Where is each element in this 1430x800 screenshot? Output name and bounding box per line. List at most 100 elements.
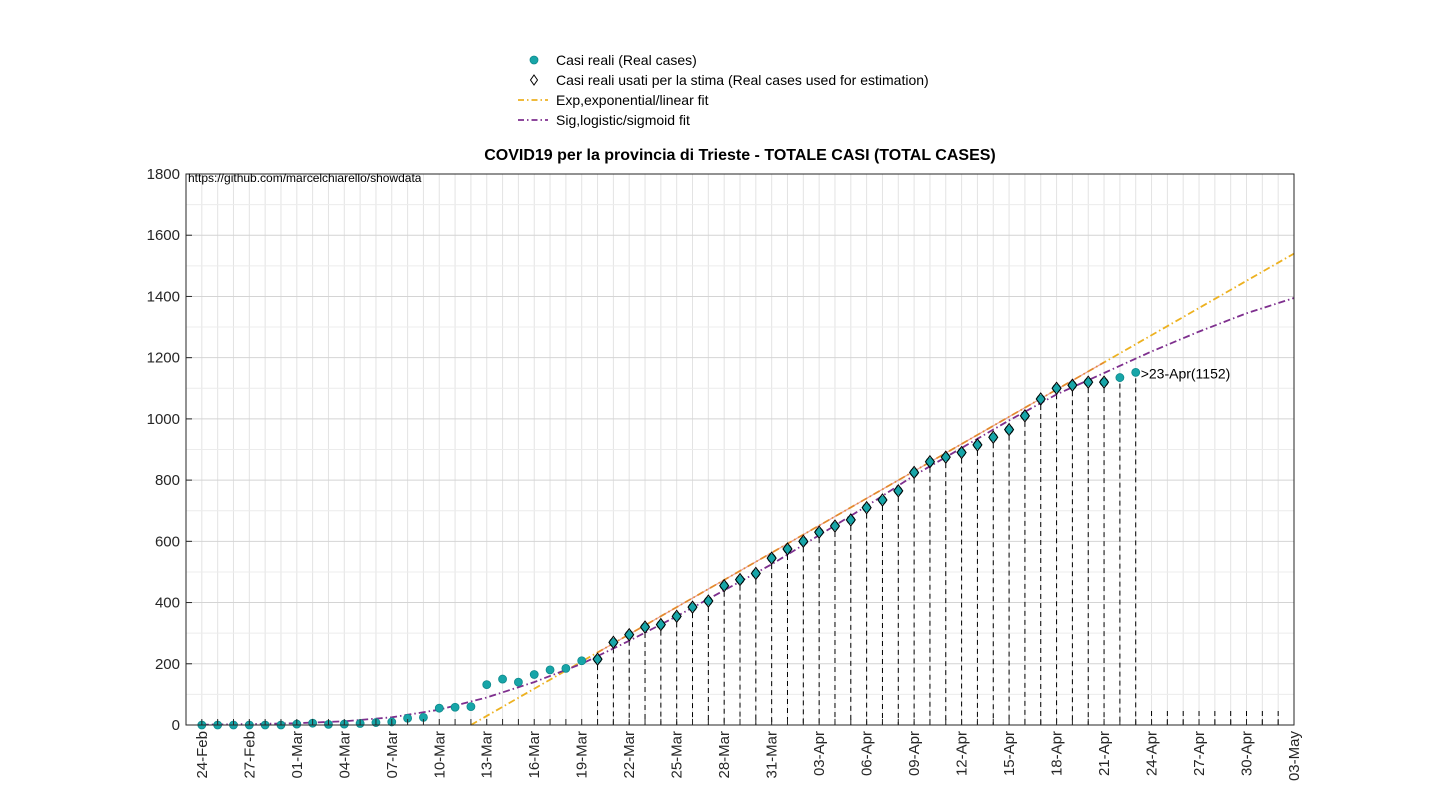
x-tick-label: 06-Apr: [859, 731, 876, 776]
legend-item-real-cases: Casi reali (Real cases): [512, 50, 929, 70]
x-tick-label: 27-Apr: [1191, 731, 1208, 776]
real-case-point: [514, 677, 523, 687]
real-case-point: [498, 674, 507, 684]
y-tick-label: 1400: [147, 288, 180, 305]
watermark-url: https://github.com/marcelchiarello/showd…: [188, 171, 422, 185]
estimation-diamond: [671, 609, 682, 624]
real-case-point: [434, 703, 444, 713]
legend-label: Casi reali usati per la stima (Real case…: [556, 72, 929, 88]
estimation-diamond: [655, 617, 666, 632]
x-tick-label: 10-Mar: [431, 731, 448, 779]
x-tick-label: 09-Apr: [906, 731, 923, 776]
x-tick-label: 24-Feb: [194, 731, 211, 779]
x-tick-label: 04-Mar: [336, 731, 353, 779]
x-tick-label: 15-Apr: [1001, 731, 1018, 776]
estimation-diamond: [1003, 422, 1015, 437]
real-case-point: [450, 702, 460, 712]
real-case-point: [1115, 373, 1125, 382]
estimation-diamond: [845, 513, 856, 527]
estimation-diamond: [734, 572, 746, 587]
estimation-diamond: [592, 652, 603, 667]
estimation-diamond: [861, 500, 872, 515]
x-tick-label: 27-Feb: [241, 731, 258, 779]
estimation-diamond: [940, 450, 951, 464]
estimation-diamond: [703, 594, 714, 608]
estimation-diamond: [1019, 408, 1031, 423]
estimation-diamond: [814, 525, 825, 539]
fit-overlap-line: [597, 361, 1105, 653]
last-point-annotation: >23-Apr(1152): [1141, 365, 1231, 381]
estimation-diamond: [956, 445, 967, 460]
legend-label: Sig,logistic/sigmoid fit: [556, 112, 690, 128]
legend-marker-dot-icon: [512, 50, 548, 70]
estimation-diamond: [893, 483, 904, 498]
real-case-point: [529, 670, 539, 679]
x-tick-label: 25-Mar: [669, 731, 686, 779]
estimation-diamond: [924, 454, 936, 469]
real-case-point: [545, 665, 555, 675]
fit-curve-line: [201, 297, 1295, 726]
y-tick-label: 1800: [147, 166, 180, 183]
legend-line-dashdot-icon: [512, 90, 548, 110]
estimation-diamond: [908, 465, 920, 480]
legend-marker-diamond-icon: [512, 70, 548, 90]
y-tick-label: 1200: [147, 350, 180, 367]
axes: 0 200 400 600 800 1000 1200 1400 1600 1800 24-Feb 2…: [147, 166, 1303, 781]
x-tick-label: 13-Mar: [479, 731, 496, 779]
estimation-diamond: [972, 438, 983, 452]
estimation-diamond: [1035, 392, 1046, 406]
estimation-diamond: [766, 551, 777, 566]
estimation-diamond: [639, 620, 651, 634]
x-tick-label: 28-Mar: [716, 731, 733, 779]
fit-curves: [201, 252, 1295, 726]
real-case-point: [561, 663, 571, 673]
estimation-diamond: [750, 566, 761, 581]
estimation-diamond: [798, 534, 809, 549]
x-tick-label: 01-Mar: [289, 731, 306, 779]
x-tick-label: 03-Apr: [811, 731, 828, 776]
estimation-diamond: [1051, 381, 1062, 396]
estimation-diamond: [782, 542, 793, 556]
x-tick-label: 22-Mar: [621, 731, 638, 779]
x-tick-label: 21-Apr: [1096, 731, 1113, 776]
x-tick-label: 03-May: [1286, 731, 1303, 782]
estimation-diamond: [1067, 378, 1078, 393]
estimation-diamond: [829, 519, 841, 533]
real-case-point: [577, 656, 587, 666]
estimation-diamond: [1098, 375, 1110, 389]
chart-title: COVID19 per la provincia di Trieste - TO…: [484, 147, 996, 164]
estimation-diamond: [624, 627, 635, 642]
real-case-point: [466, 702, 476, 712]
legend: Casi reali (Real cases) Casi reali usati…: [512, 50, 929, 130]
legend-item-sig-fit: Sig,logistic/sigmoid fit: [512, 110, 929, 130]
estimation-diamond: [719, 578, 730, 593]
x-tick-label: 16-Mar: [526, 731, 543, 779]
x-tick-label: 24-Apr: [1144, 731, 1161, 776]
y-tick-label: 600: [155, 533, 180, 550]
stem-lines: [597, 378, 1279, 725]
y-tick-label: 200: [155, 656, 180, 673]
legend-item-exp-fit: Exp,exponential/linear fit: [512, 90, 929, 110]
estimation-diamond: [988, 430, 999, 445]
legend-line-dashdot-icon: [512, 110, 548, 130]
estimation-diamond: [687, 600, 698, 614]
y-tick-label: 0: [172, 717, 180, 734]
estimation-diamond: [608, 635, 619, 650]
x-tick-label: 12-Apr: [954, 731, 971, 776]
real-case-point: [482, 680, 492, 689]
y-tick-label: 1600: [147, 227, 180, 244]
legend-item-estimation-cases: Casi reali usati per la stima (Real case…: [512, 70, 929, 90]
legend-label: Exp,exponential/linear fit: [556, 92, 709, 108]
legend-label: Casi reali (Real cases): [556, 52, 697, 68]
real-case-point: [1131, 367, 1141, 377]
y-tick-label: 800: [155, 472, 180, 489]
estimation-diamond: [1083, 375, 1094, 389]
x-tick-label: 30-Apr: [1239, 731, 1256, 776]
x-tick-label: 07-Mar: [384, 731, 401, 779]
x-tick-label: 31-Mar: [764, 731, 781, 779]
x-tick-label: 19-Mar: [574, 731, 591, 779]
x-tick-label: 18-Apr: [1049, 731, 1066, 776]
y-tick-label: 1000: [147, 411, 180, 428]
y-tick-label: 400: [155, 595, 180, 612]
